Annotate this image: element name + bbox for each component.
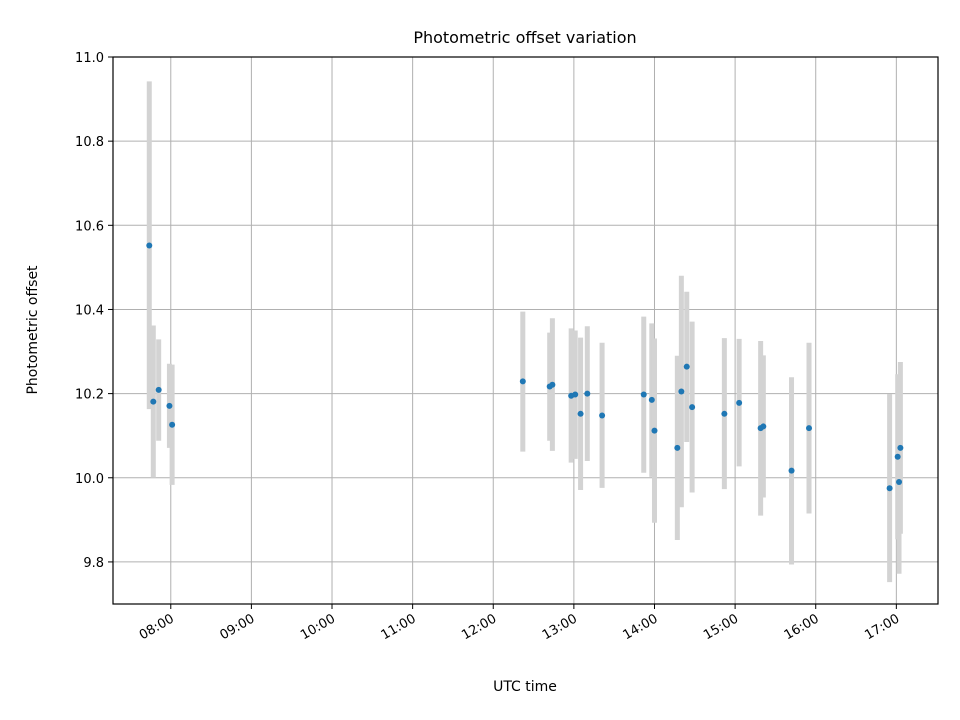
y-tick-label: 10.8 — [75, 135, 104, 150]
data-point — [150, 398, 157, 405]
data-points — [146, 242, 904, 492]
data-point — [549, 381, 556, 388]
y-tick-label: 11.0 — [75, 51, 104, 66]
data-point — [155, 386, 162, 393]
data-point — [519, 378, 526, 385]
data-point — [674, 444, 681, 451]
data-point — [689, 404, 696, 411]
data-point — [572, 391, 579, 398]
data-point — [896, 478, 903, 485]
data-point — [651, 427, 658, 434]
plot-frame — [112, 56, 939, 605]
y-tick-label: 9.8 — [83, 556, 104, 571]
data-point — [584, 390, 591, 397]
data-point — [721, 410, 728, 417]
y-tick-label: 10.0 — [75, 472, 104, 487]
data-point — [683, 363, 690, 370]
data-point — [640, 391, 647, 398]
y-tick-label: 10.6 — [75, 219, 104, 234]
data-point — [577, 410, 584, 417]
data-point — [788, 467, 795, 474]
y-axis-label: Photometric offset — [25, 265, 41, 395]
data-point — [146, 242, 153, 249]
y-tick-label: 10.4 — [75, 303, 104, 318]
data-point — [599, 412, 606, 419]
data-point — [736, 399, 743, 406]
grid — [113, 56, 938, 604]
data-point — [169, 421, 176, 428]
data-point — [894, 453, 901, 460]
data-point — [897, 444, 904, 451]
y-axis: 9.8 10.0 10.2 10.4 10.6 10.8 11.0 — [75, 51, 113, 571]
y-tick-label: 10.2 — [75, 388, 104, 403]
data-point — [678, 388, 685, 395]
chart-title: Photometric offset variation — [413, 28, 636, 47]
data-point — [166, 402, 173, 409]
data-point — [760, 423, 767, 430]
data-point — [806, 425, 813, 432]
data-point — [886, 485, 893, 492]
data-point — [648, 396, 655, 403]
x-axis-label: UTC time — [493, 679, 557, 695]
